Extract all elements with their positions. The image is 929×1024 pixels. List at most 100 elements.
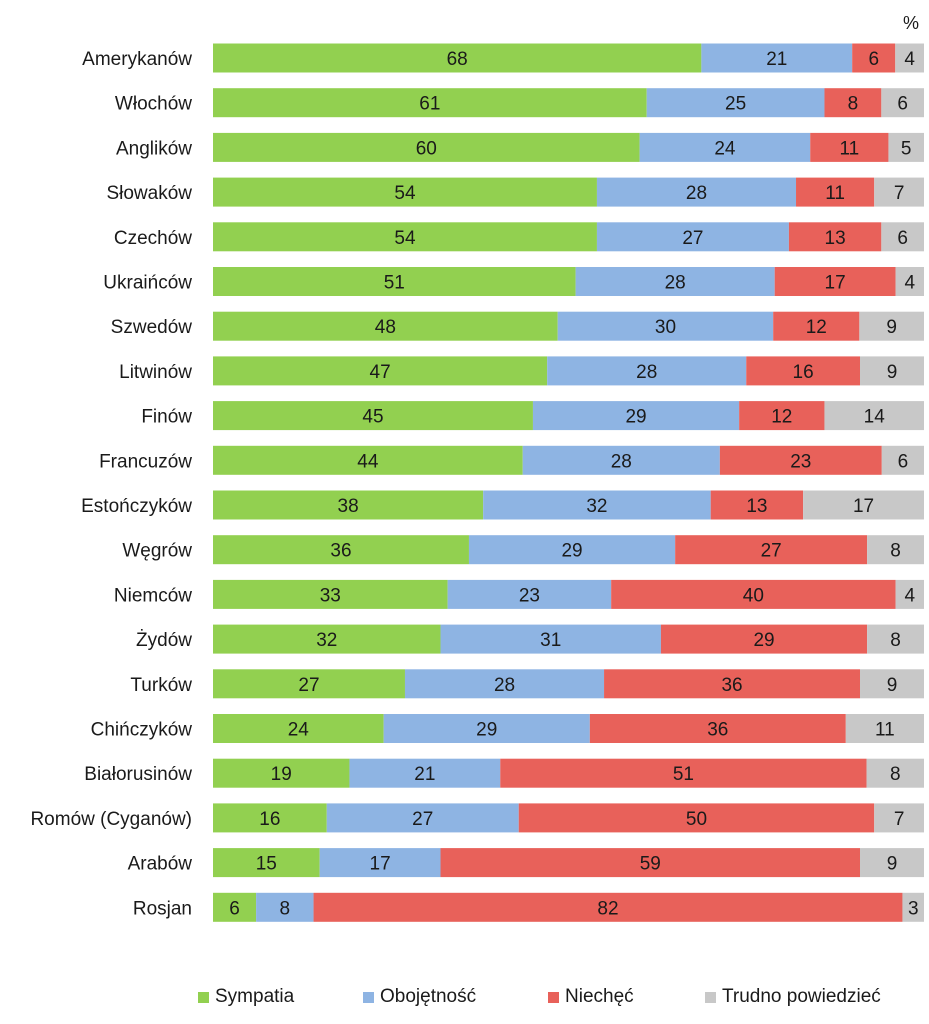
bar-segment xyxy=(213,758,350,788)
bar-segment xyxy=(881,445,924,475)
legend-item: Obojętność xyxy=(363,982,476,1012)
data-label: 4 xyxy=(904,273,915,294)
data-label: 9 xyxy=(887,362,898,383)
bar-segment xyxy=(557,311,774,341)
bar-segment xyxy=(739,401,825,431)
category-label: Włochów xyxy=(115,94,192,115)
legend-swatch xyxy=(548,991,559,1003)
bar-segment xyxy=(746,356,861,386)
bar-segment xyxy=(824,88,882,118)
data-label: 28 xyxy=(665,273,686,294)
data-label: 54 xyxy=(394,183,416,204)
data-label: 21 xyxy=(414,764,435,785)
data-label: 8 xyxy=(890,630,901,651)
bar-segment xyxy=(326,803,519,833)
bar-segment xyxy=(596,222,789,252)
data-label: 36 xyxy=(721,675,742,696)
data-label: 16 xyxy=(793,362,814,383)
category-label: Czechów xyxy=(114,228,192,249)
data-label: 16 xyxy=(259,809,280,830)
data-label: 9 xyxy=(887,854,898,875)
bar-segment xyxy=(859,311,924,341)
data-label: 6 xyxy=(229,898,240,919)
category-label: Turków xyxy=(130,675,192,696)
data-label: 21 xyxy=(766,49,787,70)
bar-segment xyxy=(468,535,676,565)
category-label: Amerykanów xyxy=(82,49,192,70)
data-label: 9 xyxy=(887,675,898,696)
bar-segment xyxy=(796,177,875,207)
data-label: 6 xyxy=(897,228,908,249)
data-label: 19 xyxy=(271,764,292,785)
bar-segment xyxy=(213,177,597,207)
bar-segment xyxy=(860,356,924,386)
bar-segment xyxy=(447,579,612,609)
bar-segment xyxy=(213,445,523,475)
bar-segment xyxy=(774,267,896,296)
bar-segment xyxy=(213,848,320,878)
bar-segment xyxy=(675,535,868,565)
data-label: 17 xyxy=(370,854,391,875)
legend-label: Obojętność xyxy=(380,986,477,1007)
bar-segment xyxy=(646,88,825,118)
bar-segment xyxy=(824,401,924,431)
data-label: 23 xyxy=(790,451,811,472)
bar-segment xyxy=(589,714,846,743)
legend-swatch xyxy=(363,991,374,1003)
bar-segment xyxy=(440,848,861,878)
data-label: 51 xyxy=(673,764,694,785)
legend-item: Niechęć xyxy=(548,982,634,1012)
data-label: 28 xyxy=(494,675,515,696)
data-label: 15 xyxy=(256,854,277,875)
bar-segment xyxy=(852,43,896,73)
data-label: 11 xyxy=(825,183,845,204)
data-label: 44 xyxy=(357,451,379,472)
data-label: 7 xyxy=(894,183,905,204)
legend-label: Sympatia xyxy=(215,986,295,1007)
bar-segment xyxy=(575,267,775,296)
legend-label: Niechęć xyxy=(565,986,634,1007)
bar-segment xyxy=(213,490,484,520)
bar-segment xyxy=(532,401,740,431)
bar-segment xyxy=(213,714,384,743)
data-label: 27 xyxy=(412,809,433,830)
bar-segment xyxy=(639,132,811,162)
data-label: 50 xyxy=(686,809,707,830)
bar-segment xyxy=(719,445,882,475)
data-label: 59 xyxy=(640,854,661,875)
data-label: 51 xyxy=(384,273,405,294)
bar-segment xyxy=(213,43,702,73)
bar-segment xyxy=(256,892,314,922)
data-label: 60 xyxy=(416,138,437,159)
data-label: 33 xyxy=(320,585,341,606)
data-label: 4 xyxy=(904,585,915,606)
bar-segment xyxy=(810,132,889,162)
data-label: 8 xyxy=(280,898,291,919)
data-label: 6 xyxy=(897,94,908,115)
category-label: Finów xyxy=(141,407,192,428)
bar-segment xyxy=(902,892,924,922)
bar-segment xyxy=(404,669,605,699)
unit-label: % xyxy=(903,13,919,33)
data-label: 8 xyxy=(848,94,859,115)
bar-segment xyxy=(866,758,924,788)
bar-segment xyxy=(867,535,924,565)
data-label: 13 xyxy=(825,228,846,249)
bar-segment xyxy=(213,669,405,699)
data-label: 6 xyxy=(868,49,879,70)
bar-segment xyxy=(895,43,924,73)
bar-segment xyxy=(860,669,924,699)
bar-segment xyxy=(383,714,590,743)
bar-segment xyxy=(522,445,720,475)
bar-segment xyxy=(213,88,647,118)
bar-segment xyxy=(213,267,576,296)
bar-segment xyxy=(213,222,597,252)
data-label: 8 xyxy=(890,541,901,562)
bar-segment xyxy=(213,401,533,431)
bar-segment xyxy=(604,669,861,699)
category-label: Białorusinów xyxy=(84,764,192,785)
bar-segment xyxy=(773,311,860,341)
bar-segment xyxy=(213,892,257,922)
bar-segment xyxy=(881,88,924,118)
